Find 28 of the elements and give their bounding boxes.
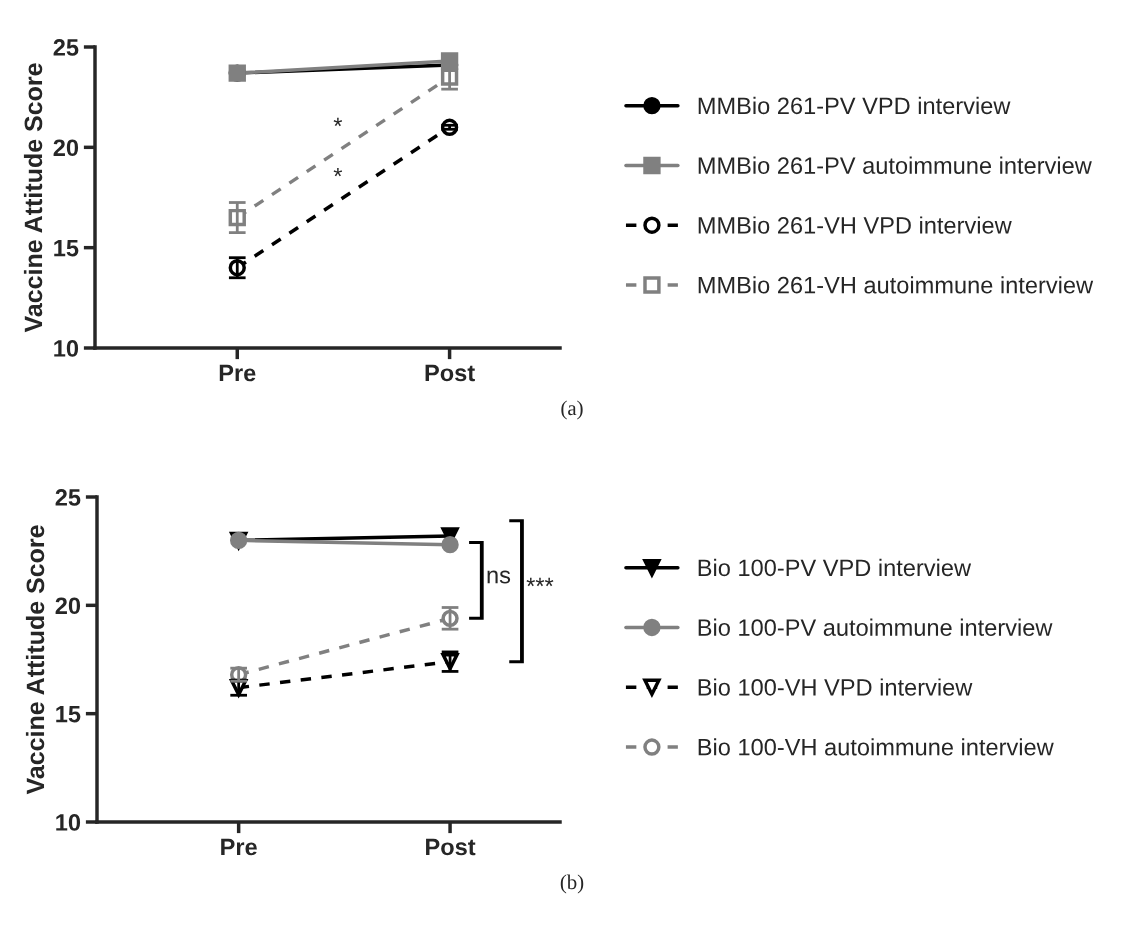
x-tick-label: Pre bbox=[219, 364, 256, 382]
legend-label: MMBio 261-PV VPD interview bbox=[698, 96, 1011, 115]
legend-label: MMBio 261-VH autoimmune interview bbox=[698, 276, 1094, 294]
y-tick-label: 20 bbox=[55, 597, 81, 615]
annotation: *** bbox=[526, 577, 554, 587]
text: (a) bbox=[561, 400, 583, 420]
legend-label: Bio 100-VH autoimmune interview bbox=[698, 738, 1054, 756]
annotation: ns bbox=[487, 570, 511, 584]
legend-label: MMBio 261-PV autoimmune interview bbox=[698, 156, 1092, 174]
y-tick-label: 15 bbox=[56, 705, 81, 723]
annotation: * bbox=[333, 117, 343, 127]
annotation: * bbox=[333, 168, 343, 177]
y-tick-label: 25 bbox=[53, 39, 79, 56]
y-axis-title: Vaccine Attitude Score bbox=[23, 63, 43, 333]
legend-label: MMBio 261-VH VPD interview bbox=[698, 216, 1012, 234]
y-tick-label: 10 bbox=[54, 340, 79, 357]
y-tick-label: 10 bbox=[56, 814, 81, 831]
x-tick-label: Pre bbox=[221, 838, 257, 856]
y-tick-label: 15 bbox=[54, 239, 79, 257]
y-axis-title: Vaccine Attitude Score bbox=[25, 525, 45, 795]
y-tick-label: 25 bbox=[55, 489, 81, 506]
text: (b) bbox=[560, 874, 584, 894]
legend-label: Bio 100-PV VPD interview bbox=[698, 558, 972, 577]
y-tick-label: 20 bbox=[53, 139, 79, 157]
legend-label: Bio 100-PV autoimmune interview bbox=[698, 618, 1053, 636]
legend-label: Bio 100-VH VPD interview bbox=[698, 678, 973, 696]
x-tick-label: Post bbox=[426, 838, 476, 856]
x-tick-label: Post bbox=[425, 364, 475, 382]
